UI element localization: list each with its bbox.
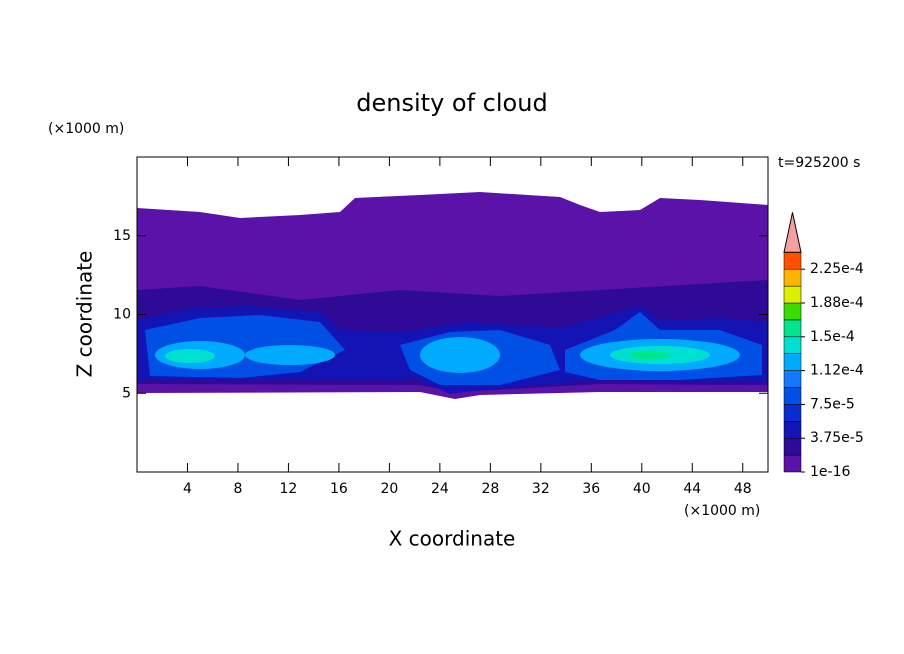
contour-region — [420, 337, 500, 373]
contour-region — [245, 345, 335, 365]
y-tick-label: 15 — [113, 228, 131, 244]
colorbar-tick-label: 2.25e-4 — [810, 261, 864, 277]
y-tick-label: 5 — [122, 385, 131, 401]
chart-title: density of cloud — [356, 89, 547, 117]
x-tick-label: 36 — [582, 481, 600, 497]
y-tick-label: 10 — [113, 307, 131, 323]
colorbar-band — [783, 353, 802, 371]
colorbar-band — [783, 421, 802, 439]
colorbar-band — [783, 437, 802, 456]
y-unit: (×1000 m) — [48, 121, 124, 137]
colorbar-band — [783, 370, 802, 388]
x-tick-label: 40 — [633, 481, 651, 497]
x-axis-label: X coordinate — [389, 527, 516, 551]
x-tick-label: 44 — [683, 481, 701, 497]
time-label: t=925200 s — [778, 155, 860, 171]
x-tick-label: 8 — [233, 481, 242, 497]
contour-region — [630, 351, 670, 359]
x-tick-label: 48 — [734, 481, 752, 497]
colorbar-band — [783, 268, 802, 287]
colorbar-band — [783, 404, 802, 422]
x-tick-label: 24 — [431, 481, 449, 497]
colorbar-tick-label: 1.12e-4 — [810, 363, 864, 379]
colorbar-band — [783, 285, 802, 304]
colorbar-band — [783, 454, 802, 473]
colorbar-band — [783, 252, 802, 270]
contour-field — [137, 192, 768, 399]
colorbar-tick-label: 1.5e-4 — [810, 329, 855, 345]
y-axis-label: Z coordinate — [73, 251, 97, 378]
colorbar-tick-label: 7.5e-5 — [810, 396, 855, 412]
x-tick-label: 4 — [183, 481, 192, 497]
x-tick-label: 32 — [532, 481, 550, 497]
colorbar-extension — [783, 212, 802, 253]
contour-region — [165, 349, 215, 363]
x-unit: (×1000 m) — [684, 503, 760, 519]
colorbar-band — [783, 319, 802, 338]
colorbar-tick-label: 1e-16 — [810, 464, 850, 480]
colorbar-tick-label: 3.75e-5 — [810, 430, 864, 446]
colorbar-tick-label: 1.88e-4 — [810, 295, 864, 311]
x-tick-label: 20 — [380, 481, 398, 497]
colorbar-band — [783, 302, 802, 321]
colorbar-band — [783, 336, 802, 354]
x-tick-label: 16 — [330, 481, 348, 497]
colorbar-band — [783, 387, 802, 405]
x-tick-label: 12 — [280, 481, 298, 497]
x-tick-label: 28 — [481, 481, 499, 497]
